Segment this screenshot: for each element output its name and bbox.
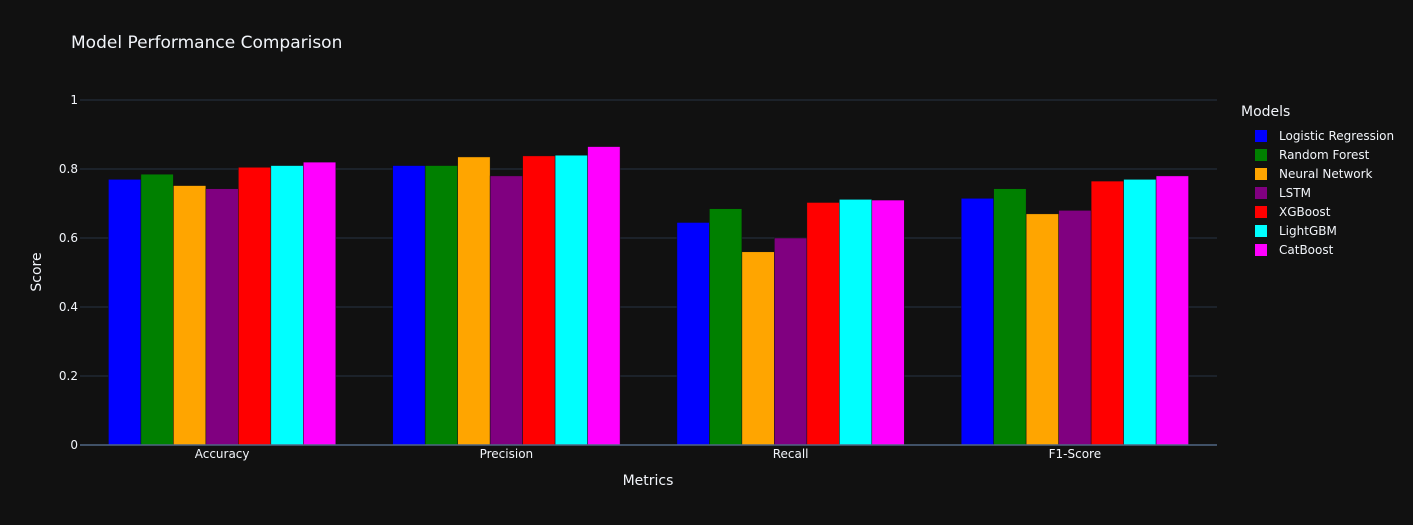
x-tick-label: Recall bbox=[773, 447, 809, 461]
bar bbox=[424, 165, 458, 446]
y-tick-label: 0 bbox=[70, 438, 78, 452]
legend-label: LSTM bbox=[1279, 185, 1311, 200]
x-tick-label: Precision bbox=[480, 447, 534, 461]
legend-label: Logistic Regression bbox=[1279, 128, 1395, 143]
x-tick-label: F1-Score bbox=[1049, 447, 1101, 461]
bar bbox=[1025, 213, 1059, 446]
bar bbox=[140, 173, 174, 446]
bar bbox=[676, 222, 710, 446]
y-tick-label: 0.2 bbox=[59, 369, 78, 383]
bar bbox=[554, 154, 588, 446]
axis-layer: 0 0.2 0.4 0.6 0.8 1 Accuracy Precision Recall F1-… bbox=[59, 93, 1217, 461]
bar bbox=[871, 199, 905, 446]
legend-label: XGBoost bbox=[1279, 204, 1331, 219]
legend-swatch bbox=[1255, 129, 1267, 142]
bar bbox=[587, 146, 621, 446]
bar bbox=[457, 156, 491, 446]
bar bbox=[774, 237, 808, 446]
legend-label: Random Forest bbox=[1279, 147, 1370, 162]
legend-swatch bbox=[1255, 243, 1267, 256]
y-tick-label: 1 bbox=[70, 93, 78, 107]
legend: Models Logistic Regression Random Forest N… bbox=[1241, 104, 1394, 259]
bar bbox=[993, 188, 1027, 446]
bar bbox=[960, 198, 994, 446]
legend-label: LightGBM bbox=[1279, 223, 1337, 238]
bar bbox=[392, 165, 426, 446]
bars-layer bbox=[108, 146, 1189, 446]
legend-item[interactable]: Random Forest bbox=[1241, 145, 1394, 164]
legend-label: Neural Network bbox=[1279, 166, 1373, 181]
legend-item[interactable]: CatBoost bbox=[1241, 240, 1394, 259]
bar bbox=[1123, 179, 1157, 446]
legend-item[interactable]: LightGBM bbox=[1241, 221, 1394, 240]
bar bbox=[741, 251, 775, 446]
bar bbox=[238, 167, 272, 446]
legend-swatch bbox=[1255, 205, 1267, 218]
bar bbox=[205, 188, 239, 446]
bar bbox=[173, 185, 207, 446]
legend-item[interactable]: Neural Network bbox=[1241, 164, 1394, 183]
y-axis-label: Score bbox=[29, 252, 45, 291]
y-tick-label: 0.6 bbox=[59, 231, 78, 245]
legend-swatch bbox=[1255, 148, 1267, 161]
bar bbox=[303, 161, 337, 446]
legend-item[interactable]: Logistic Regression bbox=[1241, 126, 1394, 145]
legend-item[interactable]: LSTM bbox=[1241, 183, 1394, 202]
legend-swatch bbox=[1255, 224, 1267, 237]
bar bbox=[839, 199, 873, 446]
legend-swatch bbox=[1255, 167, 1267, 180]
bar bbox=[1155, 175, 1189, 446]
bar bbox=[489, 175, 523, 446]
bar bbox=[270, 165, 304, 446]
legend-item[interactable]: XGBoost bbox=[1241, 202, 1394, 221]
bar bbox=[806, 202, 840, 446]
legend-label: CatBoost bbox=[1279, 242, 1334, 257]
legend-title: Models bbox=[1241, 104, 1291, 120]
bar bbox=[1058, 210, 1092, 446]
y-tick-label: 0.4 bbox=[59, 300, 78, 314]
bar bbox=[108, 179, 142, 446]
bar bbox=[1090, 180, 1124, 446]
x-tick-label: Accuracy bbox=[195, 447, 250, 461]
y-tick-label: 0.8 bbox=[59, 162, 78, 176]
legend-swatch bbox=[1255, 186, 1267, 199]
bar bbox=[522, 155, 556, 446]
legend-items: Logistic Regression Random Forest Neural N… bbox=[1241, 126, 1394, 259]
chart-title: Model Performance Comparison bbox=[71, 33, 343, 53]
x-axis-label: Metrics bbox=[623, 473, 674, 489]
bar bbox=[709, 208, 743, 446]
